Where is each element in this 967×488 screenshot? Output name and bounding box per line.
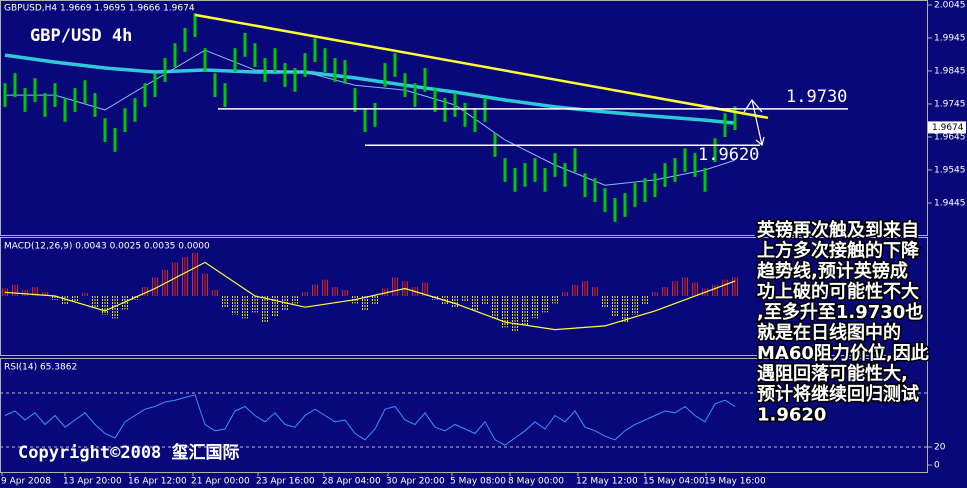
x-tick-label: 13 Apr 20:00	[63, 477, 122, 487]
y-tick-label: 1.9945	[934, 33, 966, 43]
last-price-label: 1.9674	[932, 123, 964, 133]
last-price-box	[928, 121, 966, 134]
x-tick-label: 21 Apr 00:00	[191, 477, 250, 487]
x-tick-label: 30 Apr 20:00	[386, 477, 445, 487]
macd-header: MACD(12,26,9) 0.0043 0.0025 0.0035 0.000…	[4, 242, 210, 252]
level-label: 1.9620	[698, 145, 759, 165]
note-line: 趋势线,预计英镑成	[757, 260, 908, 282]
main-frame	[0, 0, 928, 236]
y-tick-label: 1.9745	[934, 99, 966, 109]
rsi-frame	[0, 358, 928, 473]
note-line: 上方多次接触的下降	[757, 240, 920, 262]
y-tick-label: 20	[934, 443, 946, 453]
note-line: 预计将继续回归测试	[757, 383, 919, 405]
note-line: 功上破的可能性不大	[757, 281, 919, 303]
level-label: 1.9730	[786, 87, 847, 107]
y-tick-label: 1.9445	[934, 198, 966, 208]
macd-frame	[0, 237, 928, 356]
note-line: 就是在日线图中的	[757, 322, 901, 344]
moving-average	[5, 49, 736, 186]
note-line: 英镑再次触及到来自	[756, 219, 919, 241]
y-tick-label: 0	[934, 461, 940, 471]
x-tick-label: 28 Apr 04:00	[322, 477, 381, 487]
y-tick-label: 1.9645	[934, 132, 966, 142]
signal-line	[4, 261, 736, 331]
x-tick-label: 23 Apr 16:00	[256, 477, 315, 487]
x-tick-label: 8 May 00:00	[508, 477, 564, 487]
x-tick-label: 5 May 08:00	[450, 477, 506, 487]
note-line: 1.9620	[757, 405, 826, 426]
x-tick-label: 16 Apr 12:00	[128, 477, 187, 487]
arrow	[743, 98, 765, 147]
y-tick-label: 1.9845	[934, 66, 966, 76]
trend-line	[194, 13, 769, 120]
chart-title: GBP/USD 4h	[30, 26, 132, 46]
moving-average	[4, 53, 736, 125]
note-line: MA60阻力价位,因此	[757, 342, 929, 364]
rsi-header: RSI(14) 65.3862	[4, 363, 77, 373]
copyright: Copyright©2008 玺汇国际	[18, 442, 240, 463]
x-tick-label: 15 May 04:00	[643, 477, 705, 487]
x-tick-label: 9 Apr 2008	[1, 477, 51, 487]
y-tick-label: 2.0045	[934, 0, 966, 10]
x-tick-label: 19 May 16:00	[704, 477, 766, 487]
note-line: 遇阻回落可能性大,	[757, 363, 908, 385]
main-header: GBPUSD,H4 1.9669 1.9695 1.9666 1.9674	[4, 4, 195, 14]
y-tick-label: 1.9545	[934, 165, 966, 175]
rsi-line	[4, 394, 736, 446]
note-line: ,至多升至1.9730也	[757, 301, 923, 323]
x-tick-label: 12 May 12:00	[576, 477, 638, 487]
